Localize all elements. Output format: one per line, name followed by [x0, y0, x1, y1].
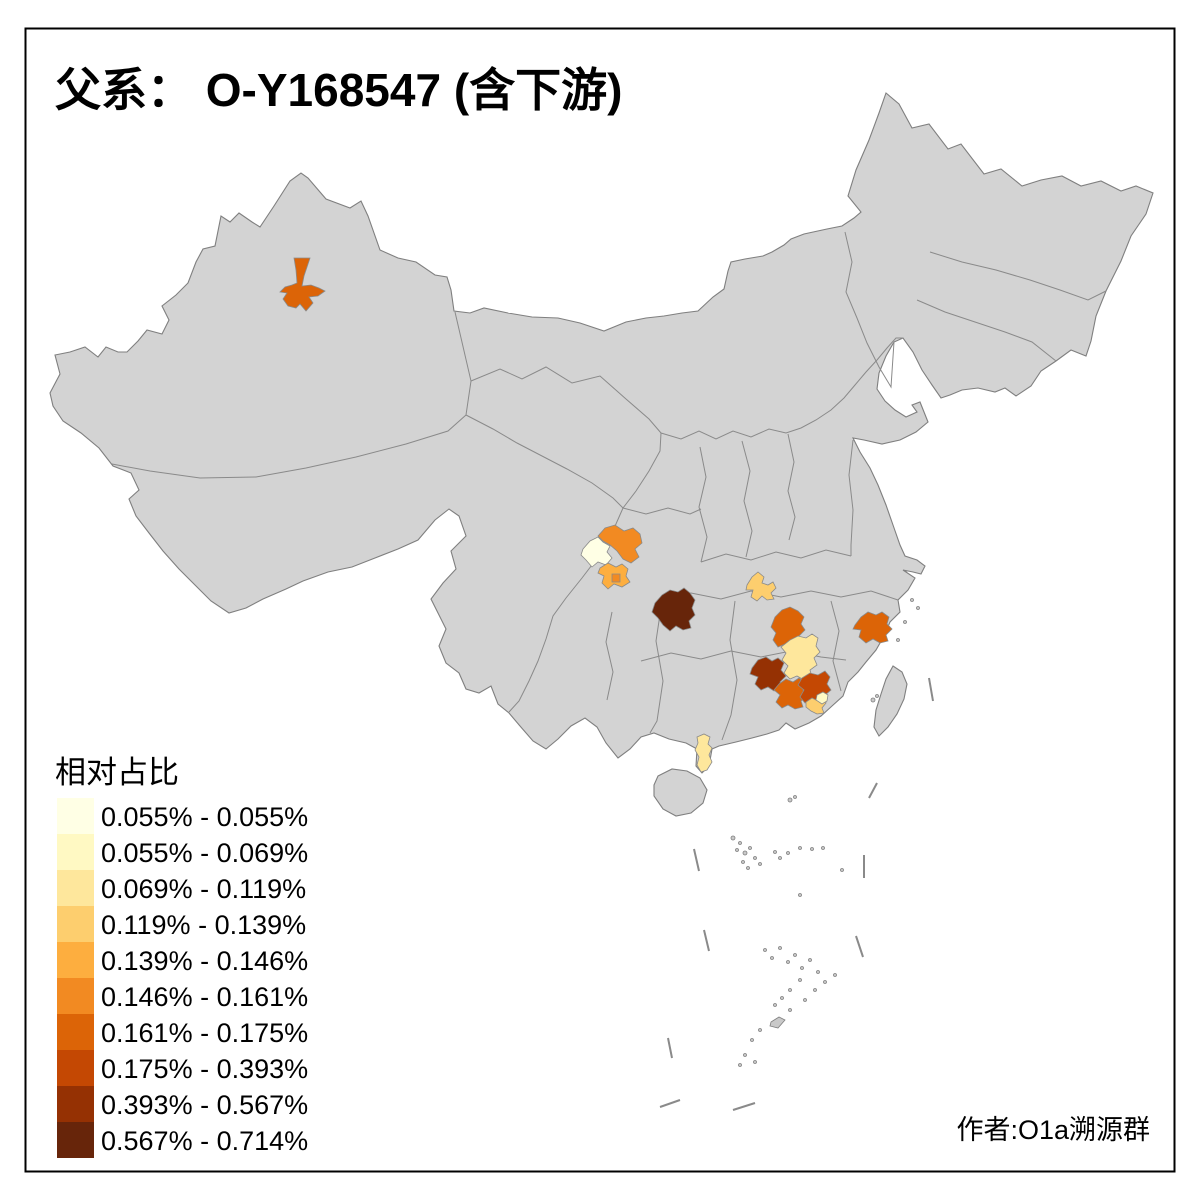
legend-label-4: 0.139% - 0.146% [101, 946, 308, 976]
south-china-sea-islets [659, 598, 934, 1111]
china-map [49, 92, 1154, 1111]
taiwan-island [873, 665, 908, 737]
legend-label-2: 0.069% - 0.119% [101, 874, 306, 904]
map-region-sichuan-chengdu-cream [580, 536, 613, 568]
map-region-hunan-north-yellow [745, 571, 777, 602]
legend: 相对占比 0.055% - 0.055% 0.055% - 0.069% 0.069… [55, 755, 308, 1158]
hainan-island [653, 768, 708, 817]
legend-swatch-9 [57, 1122, 94, 1158]
map-region-guangdong-leizhou-pale-yellow [694, 733, 713, 773]
legend-swatch-5 [57, 978, 94, 1014]
china-mainland-shape [49, 92, 1154, 774]
map-region-sichuan-small-orange [611, 573, 621, 583]
legend-label-7: 0.175% - 0.393% [101, 1054, 308, 1084]
legend-swatch-1 [57, 834, 94, 870]
page-title: 父系： O-Y168547 (含下游) [55, 64, 622, 116]
choropleth-regions [279, 257, 893, 773]
province-borders [111, 231, 1107, 741]
legend-label-9: 0.567% - 0.714% [101, 1126, 308, 1156]
legend-rows: 0.055% - 0.055% 0.055% - 0.069% 0.069% - 0… [57, 798, 308, 1158]
map-region-guizhou-dark-brown [651, 587, 696, 632]
legend-swatch-0 [57, 798, 94, 834]
author-credit: 作者:O1a溯源群 [956, 1115, 1150, 1145]
legend-swatch-3 [57, 906, 94, 942]
legend-title: 相对占比 [55, 755, 179, 790]
legend-swatch-8 [57, 1086, 94, 1122]
map-region-xinjiang-central [279, 257, 326, 312]
legend-label-5: 0.146% - 0.161% [101, 982, 308, 1012]
legend-label-6: 0.161% - 0.175% [101, 1018, 308, 1048]
map-region-guangdong-shantou-cream [815, 691, 829, 705]
legend-label-0: 0.055% - 0.055% [101, 802, 308, 832]
map-region-hunan-south-dark-red [749, 656, 787, 692]
legend-swatch-2 [57, 870, 94, 906]
legend-swatch-7 [57, 1050, 94, 1086]
legend-label-1: 0.055% - 0.069% [101, 838, 308, 868]
legend-label-3: 0.119% - 0.139% [101, 910, 306, 940]
map-region-fujian-east-orange [852, 611, 893, 644]
legend-swatch-6 [57, 1014, 94, 1050]
legend-label-8: 0.393% - 0.567% [101, 1090, 308, 1120]
map-region-sichuan-northwest-orange [597, 524, 643, 564]
legend-swatch-4 [57, 942, 94, 978]
